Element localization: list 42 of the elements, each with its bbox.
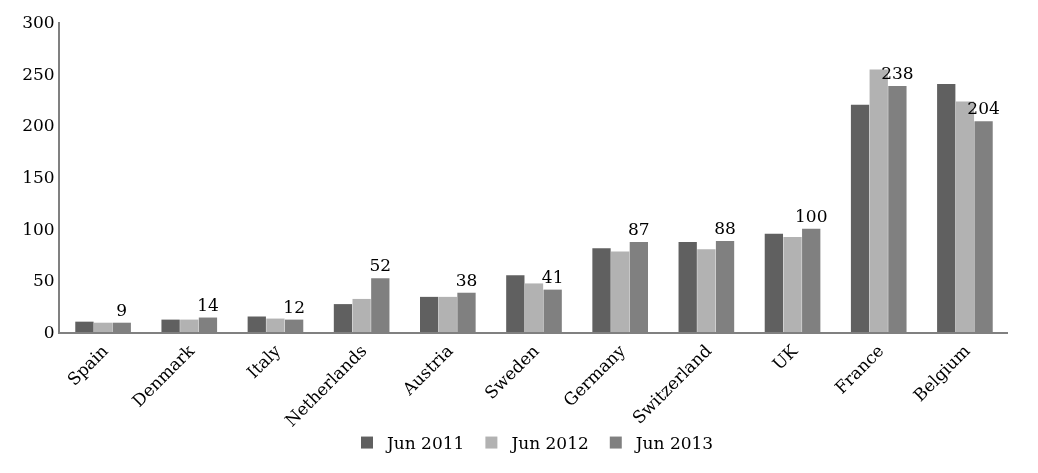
bar [678,242,697,332]
y-tick-label: 50 [32,270,55,291]
x-tick-label: UK [768,340,802,374]
data-label: 100 [794,205,828,226]
data-label: 87 [628,219,650,240]
legend-label: Jun 2012 [509,433,589,454]
data-label: 41 [541,266,564,287]
bar [93,322,113,332]
bar [75,321,94,332]
legend-label: Jun 2011 [385,433,465,454]
y-tick-label: 0 [43,321,55,342]
data-label: 52 [369,255,392,276]
data-label: 88 [714,218,736,239]
bar [420,296,439,332]
bar [180,319,199,332]
data-label: 204 [967,98,1000,119]
data-label: 38 [455,269,478,290]
bar [247,316,266,332]
bar [161,319,180,332]
bar [592,248,611,332]
bar [524,283,544,332]
bar [266,318,285,332]
legend-label: Jun 2013 [633,433,714,454]
bar [764,233,784,332]
bar [438,296,457,332]
y-tick-label: 150 [22,166,55,187]
data-label: 14 [197,294,219,315]
bar [352,298,371,332]
y-tick-label: 100 [22,218,55,239]
bar [850,104,870,332]
data-label: 12 [283,296,305,317]
bar [937,84,956,332]
bar [333,304,353,332]
bar [506,275,525,332]
y-tick-label: 250 [22,63,55,84]
data-label: 238 [881,63,914,84]
y-tick-label: 200 [22,115,55,136]
bar [697,249,716,332]
bar [611,251,630,332]
bar [783,236,802,332]
y-tick-label: 300 [22,11,55,32]
data-label: 9 [116,299,128,320]
